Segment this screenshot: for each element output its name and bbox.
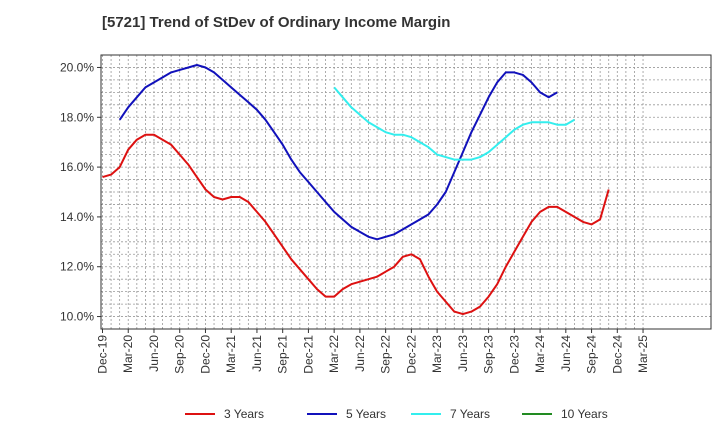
x-tick-label: Mar-23 [430,335,444,373]
series-line-3-years [102,133,610,316]
legend-label: 5 Years [346,407,386,421]
series-lines [102,64,610,316]
legend-label: 7 Years [450,407,490,421]
x-tick-label: Jun-22 [353,335,367,372]
x-tick-label: Mar-24 [533,335,547,373]
chart-title: [5721] Trend of StDev of Ordinary Income… [102,14,451,31]
legend: 3 Years 5 Years 7 Years 10 Years [185,407,608,421]
y-tick-label: 18.0% [60,110,94,124]
x-tick-label: Dec-24 [610,335,624,374]
x-tick-label: Sep-24 [585,335,599,374]
x-tick-label: Dec-22 [404,335,418,374]
x-tick-label: Jun-21 [250,335,264,372]
x-tick-label: Jun-23 [456,335,470,372]
x-tick-label: Mar-22 [327,335,341,373]
x-tick-label: Mar-21 [224,335,238,373]
x-tick-label: Dec-20 [198,335,212,374]
x-tick-label: Sep-22 [379,335,393,374]
series-line-5-years [118,64,558,241]
y-tick-label: 20.0% [60,60,94,74]
x-tick-label: Dec-23 [507,335,521,374]
x-tick-label: Sep-20 [173,335,187,374]
x-tick-label: Jun-20 [147,335,161,372]
legend-label: 3 Years [224,407,264,421]
x-tick-label: Mar-25 [636,335,650,373]
y-axis-ticks: 10.0% 12.0% 14.0% 16.0% 18.0% 20.0% [60,60,101,324]
y-tick-label: 10.0% [60,310,94,324]
series-line-7-years [333,86,575,161]
y-tick-label: 14.0% [60,210,94,224]
y-tick-label: 16.0% [60,160,94,174]
x-tick-label: Jun-24 [559,335,573,372]
y-tick-label: 12.0% [60,260,94,274]
x-tick-label: Dec-19 [96,335,110,374]
legend-label: 10 Years [561,407,608,421]
x-tick-label: Dec-21 [301,335,315,374]
plot-frame [100,54,712,330]
x-tick-label: Sep-23 [482,335,496,374]
x-axis-ticks: Dec-19 Mar-20 Jun-20 Sep-20 Dec-20 Mar-21 Jun-… [96,329,650,374]
x-tick-label: Mar-20 [121,335,135,373]
x-tick-label: Sep-21 [276,335,290,374]
